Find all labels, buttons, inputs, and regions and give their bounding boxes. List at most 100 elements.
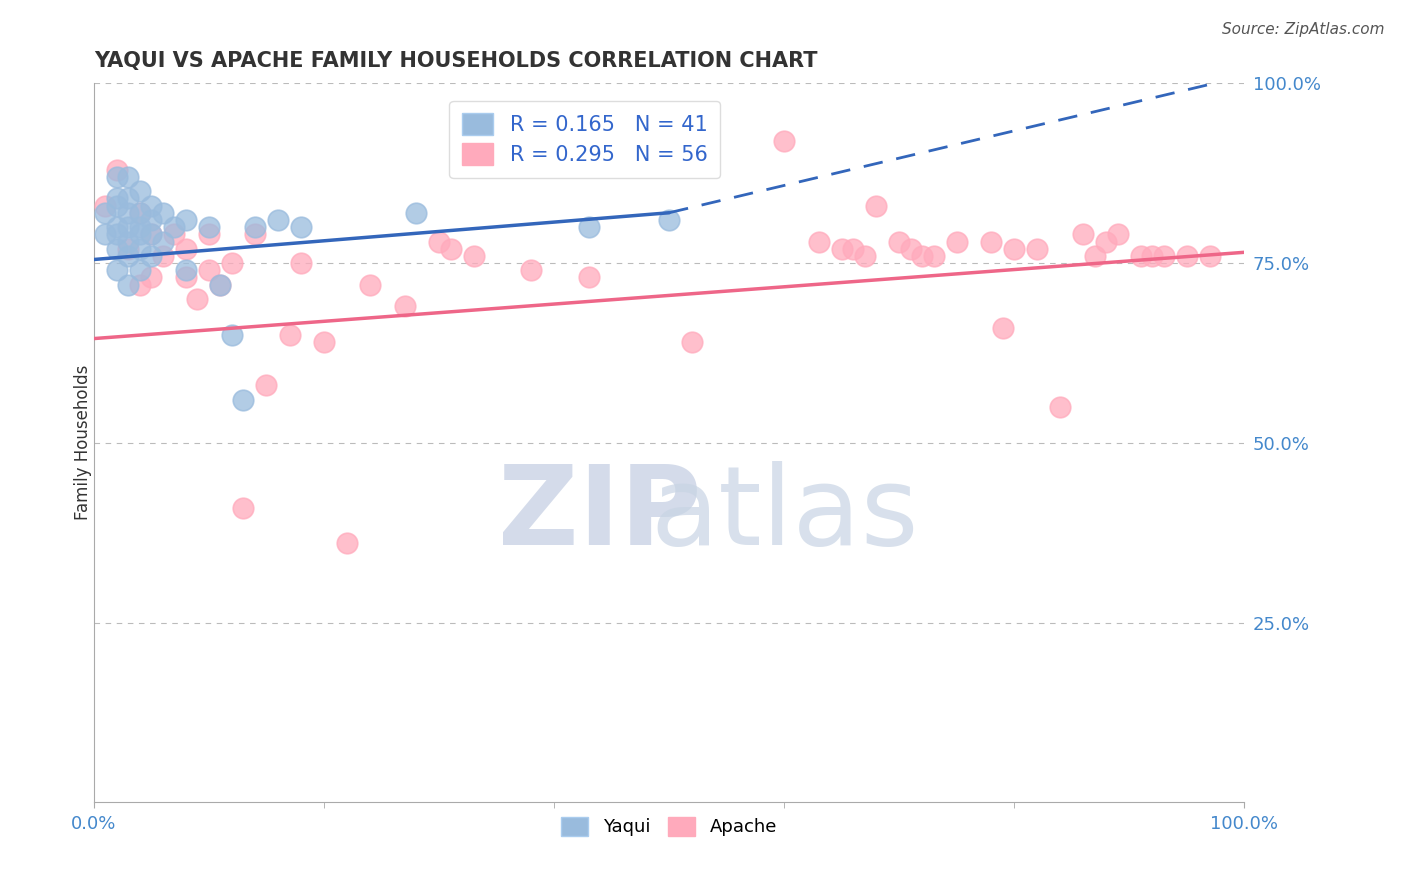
Point xyxy=(658,213,681,227)
Point xyxy=(243,227,266,242)
Point xyxy=(1153,249,1175,263)
Point xyxy=(1129,249,1152,263)
Point xyxy=(129,227,152,242)
Point xyxy=(129,206,152,220)
Point xyxy=(117,169,139,184)
Point xyxy=(174,213,197,227)
Text: YAQUI VS APACHE FAMILY HOUSEHOLDS CORRELATION CHART: YAQUI VS APACHE FAMILY HOUSEHOLDS CORREL… xyxy=(94,51,817,70)
Point xyxy=(117,220,139,235)
Point xyxy=(336,536,359,550)
Text: Source: ZipAtlas.com: Source: ZipAtlas.com xyxy=(1222,22,1385,37)
Point xyxy=(980,235,1002,249)
Point xyxy=(129,242,152,256)
Point xyxy=(922,249,945,263)
Point xyxy=(520,263,543,277)
Point xyxy=(1002,242,1025,256)
Point xyxy=(129,184,152,198)
Point xyxy=(141,270,163,285)
Text: atlas: atlas xyxy=(650,461,918,568)
Point xyxy=(1198,249,1220,263)
Point xyxy=(129,220,152,235)
Point xyxy=(198,227,221,242)
Point xyxy=(221,256,243,270)
Point xyxy=(129,263,152,277)
Point xyxy=(831,242,853,256)
Point xyxy=(221,328,243,343)
Point xyxy=(117,235,139,249)
Point xyxy=(152,206,174,220)
Point xyxy=(141,198,163,212)
Point xyxy=(163,227,186,242)
Point xyxy=(439,242,461,256)
Point xyxy=(911,249,934,263)
Point xyxy=(578,270,600,285)
Point xyxy=(105,191,128,205)
Point xyxy=(129,206,152,220)
Point xyxy=(945,235,967,249)
Point xyxy=(174,270,197,285)
Point xyxy=(94,227,117,242)
Point xyxy=(394,299,416,313)
Point xyxy=(198,263,221,277)
Point xyxy=(405,206,427,220)
Text: ZIP: ZIP xyxy=(499,461,702,568)
Point xyxy=(105,220,128,235)
Point xyxy=(773,134,796,148)
Point xyxy=(1049,400,1071,414)
Point xyxy=(209,277,232,292)
Point xyxy=(141,213,163,227)
Point xyxy=(105,162,128,177)
Point xyxy=(991,320,1014,334)
Point xyxy=(1142,249,1164,263)
Point xyxy=(198,220,221,235)
Point xyxy=(278,328,301,343)
Point xyxy=(267,213,290,227)
Y-axis label: Family Households: Family Households xyxy=(75,365,91,521)
Point xyxy=(842,242,865,256)
Point xyxy=(209,277,232,292)
Point xyxy=(889,235,911,249)
Point xyxy=(1026,242,1049,256)
Point xyxy=(174,242,197,256)
Point xyxy=(232,500,254,515)
Point xyxy=(94,198,117,212)
Point xyxy=(1095,235,1118,249)
Point xyxy=(117,191,139,205)
Point xyxy=(152,249,174,263)
Legend: Yaqui, Apache: Yaqui, Apache xyxy=(554,810,785,844)
Point xyxy=(105,198,128,212)
Point xyxy=(578,220,600,235)
Point xyxy=(681,335,703,350)
Point xyxy=(232,392,254,407)
Point xyxy=(105,242,128,256)
Point xyxy=(359,277,381,292)
Point xyxy=(1071,227,1094,242)
Point xyxy=(290,256,312,270)
Point xyxy=(427,235,450,249)
Point xyxy=(117,249,139,263)
Point xyxy=(163,220,186,235)
Point xyxy=(174,263,197,277)
Point xyxy=(141,249,163,263)
Point xyxy=(141,227,163,242)
Point xyxy=(1107,227,1129,242)
Point xyxy=(312,335,335,350)
Point xyxy=(105,263,128,277)
Point xyxy=(243,220,266,235)
Point xyxy=(463,249,485,263)
Point xyxy=(853,249,876,263)
Point xyxy=(290,220,312,235)
Point xyxy=(117,277,139,292)
Point xyxy=(900,242,922,256)
Point xyxy=(1175,249,1198,263)
Point xyxy=(141,227,163,242)
Point xyxy=(807,235,830,249)
Point xyxy=(129,277,152,292)
Point xyxy=(865,198,887,212)
Point xyxy=(117,242,139,256)
Point xyxy=(94,206,117,220)
Point xyxy=(105,169,128,184)
Point xyxy=(117,206,139,220)
Point xyxy=(152,235,174,249)
Point xyxy=(1084,249,1107,263)
